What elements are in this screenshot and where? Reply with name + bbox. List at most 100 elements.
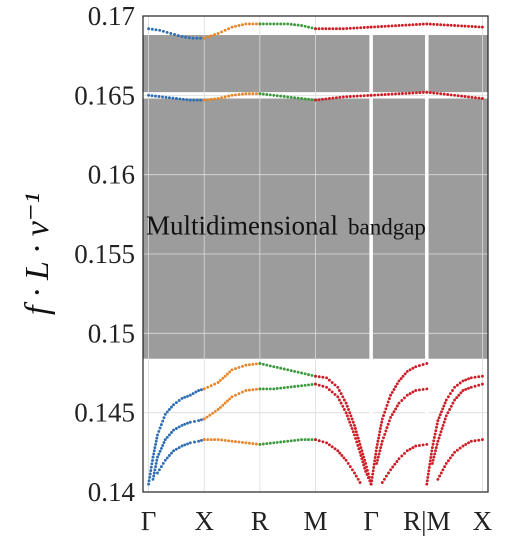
band-point [321,97,324,101]
band-point [279,386,283,390]
band-point [185,98,189,102]
band-series-22 [375,387,429,465]
band-point [345,404,349,408]
band-point [171,96,175,100]
band-point [251,22,255,26]
band-point [369,93,373,97]
band-point [153,446,157,450]
band-point [317,375,321,379]
band-point [352,26,356,30]
band-point [327,378,331,382]
band-point [378,430,382,434]
band-point [434,446,438,450]
band-point [382,477,386,481]
band-point [408,392,412,396]
band-point [467,377,470,381]
band-point [374,449,378,453]
band-point [177,446,181,450]
band-point [390,24,394,28]
band-point [456,94,460,98]
band-point [336,395,340,399]
band-point [404,91,408,95]
band-point [167,433,171,437]
band-series-20 [258,382,317,391]
band-point [307,97,310,101]
band-point [317,383,321,387]
band-point [223,95,227,99]
band-point [395,404,399,408]
band-point [397,379,401,383]
band-point [350,427,354,430]
band-point [261,442,265,446]
band-point [443,465,447,469]
band-point [377,436,381,440]
band-point [378,449,382,453]
band-point [244,389,248,392]
band-point [342,398,346,402]
band-point [348,411,352,415]
band-point [385,403,389,407]
band-point [180,35,184,39]
band-point [300,97,304,100]
band-point [327,388,331,392]
band-point [165,410,169,414]
band-point [355,26,359,30]
band-point [310,373,314,377]
band-point [467,441,470,445]
band-point [151,455,155,459]
band-point [150,27,154,31]
band-point [307,438,310,442]
band-point [427,466,431,469]
band-point [390,390,394,394]
band-point [432,455,436,459]
band-point [458,381,462,385]
band-point [354,430,358,434]
band-point [480,438,484,442]
band-point [438,474,442,478]
band-point [296,384,300,388]
band-point [165,456,169,460]
band-point [333,447,337,451]
band-point [310,26,314,30]
band-point [159,465,163,469]
band-point [158,28,162,32]
band-point [336,385,340,389]
band-point [464,442,468,446]
band-point [448,408,452,411]
band-series-2 [258,22,317,31]
band-point [344,411,348,415]
band-point [348,420,352,424]
band-point [430,461,434,465]
band-point [199,98,203,102]
band-point [400,399,404,402]
band-point [237,365,241,369]
band-point [300,24,304,27]
band-point [310,98,314,102]
band-point [375,446,379,450]
band-point [456,24,460,28]
band-point [213,33,217,37]
band-point [380,25,384,28]
band-point [333,392,337,396]
band-point [446,411,450,415]
band-point [453,24,457,27]
x-tick-label-0: Γ [141,506,157,536]
band-point [387,471,390,475]
band-point [241,440,244,444]
band-point [384,474,388,478]
band-point [209,97,213,101]
band-point [405,449,409,453]
band-point [293,96,297,100]
band-point [244,22,248,26]
band-series-0 [147,27,206,40]
band-point [272,22,276,26]
band-point [254,362,258,366]
band-point [188,98,192,102]
band-point [170,451,173,455]
band-point [477,383,481,387]
band-point [365,473,369,476]
band-point [460,24,464,28]
band-point [359,94,363,98]
band-point [477,375,481,379]
band-point [363,466,367,470]
